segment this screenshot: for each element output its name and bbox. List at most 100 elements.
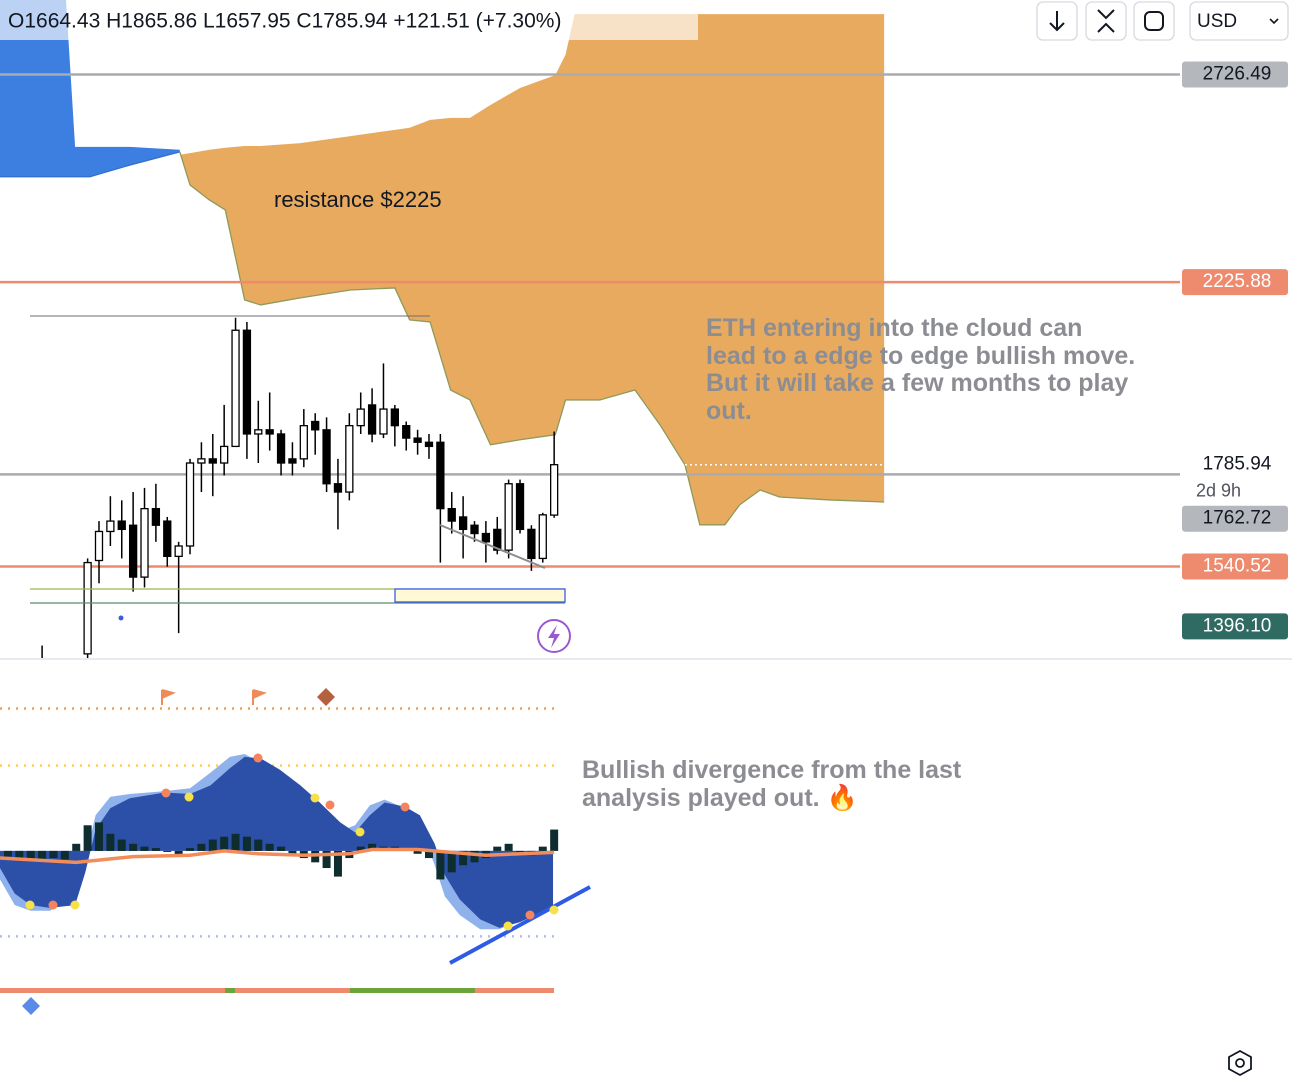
- histogram-bar: [197, 843, 206, 851]
- histogram-bar: [83, 825, 92, 851]
- candle-body: [185, 462, 195, 547]
- price-label: 2225.88: [1203, 271, 1272, 292]
- candle-body: [83, 561, 92, 655]
- drawn-box: [394, 588, 566, 603]
- settings-icon-center: [1235, 1058, 1245, 1068]
- countdown: 2d 9h: [1196, 480, 1241, 500]
- price-label: 1785.94: [1203, 454, 1272, 475]
- cloud-edge: [179, 151, 885, 526]
- state-bar: [225, 988, 235, 993]
- histogram-bar: [163, 850, 172, 852]
- ohlc-legend: O1664.43 H1865.86 L1657.95 C1785.94 +121…: [8, 10, 561, 33]
- candle-body: [208, 458, 217, 464]
- cloud: [179, 14, 885, 525]
- candle-body: [538, 514, 547, 560]
- currency: USD: [1197, 11, 1237, 32]
- histogram-bar: [94, 822, 103, 851]
- drawn-trendline: [439, 524, 546, 569]
- settings-icon[interactable]: [1228, 1049, 1252, 1077]
- candle-body: [242, 329, 252, 435]
- candle-body: [504, 483, 513, 551]
- histogram-bar: [151, 848, 160, 851]
- histogram-bar: [413, 850, 422, 854]
- cloud-edge: [0, 151, 180, 178]
- flag-marker: [161, 689, 176, 705]
- histogram-bar: [538, 846, 547, 851]
- fullscreen-icon: [1144, 11, 1164, 31]
- candle-body: [174, 545, 183, 558]
- candle-body: [288, 458, 297, 464]
- candle-body: [231, 329, 240, 448]
- histogram-bar: [277, 846, 286, 851]
- candle-body: [106, 520, 115, 533]
- price-label-box: [1182, 451, 1288, 478]
- currency-select[interactable]: [1189, 1, 1289, 41]
- marker-dot: [118, 615, 124, 621]
- histogram-bar: [129, 843, 138, 851]
- price-label: 1762.72: [1203, 508, 1272, 529]
- candle-body: [265, 429, 274, 435]
- collapse-icon: [1097, 9, 1115, 33]
- candle-body: [311, 420, 320, 431]
- arrow-icon: [1049, 11, 1065, 32]
- candle-body: [481, 532, 491, 543]
- histogram-bar: [60, 850, 69, 860]
- candle-body: [402, 425, 411, 439]
- histogram-bar: [174, 850, 183, 856]
- histogram-bar: [550, 829, 559, 851]
- candle-body: [436, 441, 445, 510]
- histogram-bar: [504, 843, 513, 851]
- candle-body: [322, 429, 331, 485]
- histogram-bar: [242, 836, 251, 851]
- histogram-bar: [72, 843, 81, 851]
- candle-body: [470, 524, 479, 535]
- signal-line: [0, 847, 555, 865]
- histogram-bar: [3, 850, 12, 857]
- histogram-bar: [424, 850, 433, 859]
- candle-body: [367, 404, 377, 435]
- collapse-button[interactable]: [1085, 1, 1127, 41]
- histogram-bar: [106, 833, 115, 851]
- candle-body: [333, 483, 343, 493]
- annotation: Bullish divergence from the last analysi…: [582, 756, 962, 812]
- price-label-box: [1182, 269, 1288, 296]
- histogram-bar: [265, 843, 274, 851]
- candle-body: [493, 528, 502, 551]
- candle-body: [140, 507, 149, 578]
- divergence-line: [449, 885, 591, 965]
- legend-bg: [0, 0, 698, 40]
- histogram-bar: [493, 846, 502, 851]
- candle-body: [128, 524, 138, 578]
- price-label-box: [1182, 505, 1288, 532]
- histogram-bar: [15, 850, 24, 859]
- histogram-bar: [459, 850, 468, 866]
- histogram-bar: [333, 850, 342, 877]
- histogram-bar: [231, 833, 240, 851]
- price-label: 2726.49: [1203, 63, 1272, 84]
- candle-body: [390, 408, 400, 427]
- candle-body: [345, 425, 354, 493]
- candle-body: [94, 530, 104, 562]
- candle-body: [254, 429, 263, 435]
- annotation: ETH entering into the cloud can lead to …: [706, 314, 1136, 425]
- histogram-bar: [49, 850, 58, 859]
- price-label-box: [1182, 613, 1288, 640]
- candle-body: [413, 437, 422, 443]
- price-label: 1540.52: [1203, 556, 1272, 577]
- bolt-icon: [548, 625, 560, 648]
- candle-body: [197, 458, 206, 464]
- histogram-bar: [26, 850, 35, 860]
- candle-body: [515, 483, 525, 531]
- fullscreen-button[interactable]: [1133, 1, 1175, 41]
- price-label-box: [1182, 61, 1288, 88]
- candle-body: [379, 408, 388, 435]
- price-label: 1396.10: [1203, 615, 1272, 636]
- candle-body: [356, 408, 365, 427]
- state-bar: [350, 988, 475, 993]
- histogram-bar: [470, 850, 479, 863]
- histogram-bar: [220, 836, 229, 851]
- candle-body: [458, 516, 468, 531]
- candle-body: [276, 433, 286, 464]
